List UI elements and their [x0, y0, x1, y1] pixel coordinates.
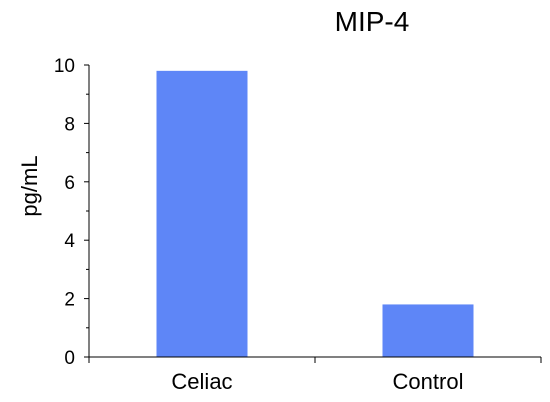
y-tick-label: 0	[64, 348, 75, 369]
plot-area: Celiac Control 0 2 4 6 8 10	[54, 56, 542, 394]
y-tick-label: 4	[64, 231, 75, 252]
x-tick-label: Control	[393, 369, 464, 394]
x-tick-label: Celiac	[171, 369, 232, 394]
y-tick-label: 6	[64, 173, 75, 194]
bar-celiac	[156, 70, 248, 357]
y-tick-label: 2	[64, 290, 75, 311]
y-axis-label: pg/mL	[17, 155, 42, 216]
chart-title: MIP-4	[335, 6, 410, 37]
bar-control	[382, 304, 474, 357]
y-tick-label: 10	[54, 56, 75, 77]
y-tick-label: 8	[64, 114, 75, 135]
